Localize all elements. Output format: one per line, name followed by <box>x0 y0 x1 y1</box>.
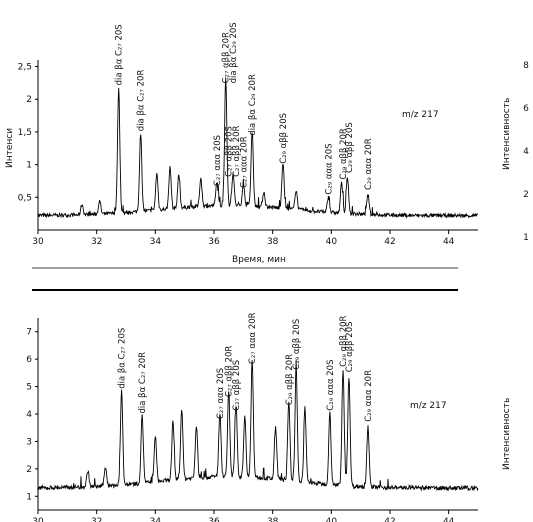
bot-peak-label: C₂₇ ααα 20R <box>248 312 258 364</box>
top-peak-label: C₂₇ ααα 20S <box>213 135 223 186</box>
top-x-tick-label: 44 <box>443 237 455 247</box>
bot-x-tick-label: 44 <box>443 517 455 522</box>
bot-peak-label: C₂₇ αββ 20R <box>225 346 235 397</box>
top-x-tick-label: 36 <box>208 237 220 247</box>
bottom-right-axis-title: Интенсивность <box>502 398 512 470</box>
bot-y-tick-label: 3 <box>26 437 32 447</box>
bot-peak-label: C₂₉ αββ 20R <box>285 354 295 405</box>
bot-x-tick-label: 30 <box>32 517 44 522</box>
top-y-tick-label: 1,5 <box>18 128 32 138</box>
top-right-axis-title: Интенсивность <box>502 98 512 170</box>
bot-y-tick-label: 6 <box>26 355 32 365</box>
top-peak-label: C₂₇ αββ 20R <box>232 125 242 176</box>
top-chromatogram-trace <box>37 77 479 219</box>
top-right-tick-label: 2 <box>523 190 529 200</box>
top-right-tick-label: 4 <box>523 147 529 157</box>
top-right-tick-label: 8 <box>523 61 529 71</box>
top-right-tick-label: 1 <box>523 233 529 243</box>
top-peak-label: dia βα C₂₇ 20S <box>115 24 125 85</box>
top-x-tick-label: 42 <box>384 237 395 247</box>
top-x-tick-label: 34 <box>150 237 162 247</box>
top-y-axis-title: Интенси <box>5 128 15 168</box>
top-y-tick-label: 1 <box>26 161 32 171</box>
top-y-tick-label: 0,5 <box>18 193 32 203</box>
top-right-tick-label: 6 <box>523 104 529 114</box>
bot-y-tick-label: 7 <box>26 328 32 338</box>
bot-peak-label: C₂₇ αββ 20S <box>232 360 242 411</box>
top-x-tick-label: 30 <box>32 237 44 247</box>
top-peak-label: dia βα C₂₉ 20R <box>248 74 258 136</box>
bot-x-tick-label: 36 <box>208 517 220 522</box>
bot-x-tick-label: 42 <box>384 517 395 522</box>
top-peak-label: C₂₇ αββ 20S <box>225 126 235 177</box>
top-peak-label: C₂₉ ααα 20R <box>364 138 374 190</box>
bot-peak-label: dia βα C₂₇ 20R <box>138 352 148 414</box>
bottom-chromatogram-trace <box>37 359 479 492</box>
bot-x-tick-label: 38 <box>267 517 279 522</box>
top-peak-label: C₂₉ αββ 20S <box>345 122 355 173</box>
top-peak-label: C₂₇ ααα 20R <box>239 136 249 188</box>
bot-peak-label: C₂₉ αββ 20S <box>292 319 302 370</box>
bot-peak-label: C₂₇ ααα 20S <box>216 368 226 419</box>
top-peak-label: C₂₉ αββ 20R <box>339 128 349 179</box>
top-peak-label: C₂₉ ααα 20S <box>324 143 334 194</box>
bot-peak-label: C₂₉ ααα 20S <box>326 360 336 411</box>
bot-y-tick-label: 4 <box>26 410 32 420</box>
top-mz-label: m/z 217 <box>402 110 439 120</box>
top-peak-label: dia βα C₂₉ 20S <box>229 22 239 83</box>
bot-x-tick-label: 40 <box>326 517 338 522</box>
top-x-tick-label: 32 <box>91 237 102 247</box>
bot-x-tick-label: 32 <box>91 517 102 522</box>
top-x-axis-title: Время, мин <box>232 255 286 265</box>
bot-y-tick-label: 5 <box>26 383 32 393</box>
bot-y-tick-label: 1 <box>26 492 32 502</box>
top-y-tick-label: 2,5 <box>18 63 32 73</box>
bot-peak-label: C₂₉ αββ 20S <box>345 321 355 372</box>
top-x-tick-label: 40 <box>326 237 338 247</box>
top-x-tick-label: 38 <box>267 237 279 247</box>
bottom-mz-label: m/z 217 <box>410 401 447 411</box>
bot-x-tick-label: 34 <box>150 517 162 522</box>
top-peak-label: C₂₉ αββ 20S <box>279 113 289 164</box>
bot-peak-label: C₂₉ ααα 20R <box>364 370 374 422</box>
bot-peak-label: C₂₉ αββ 20R <box>339 315 349 366</box>
top-y-tick-label: 2 <box>26 95 32 105</box>
bot-peak-label: dia βα C₂₇ 20S <box>118 328 128 389</box>
top-peak-label: dia βα C₂₇ 20R <box>137 70 147 132</box>
top-peak-label: C₂₇ αββ 20R <box>222 32 232 83</box>
bot-y-tick-label: 2 <box>26 465 32 475</box>
